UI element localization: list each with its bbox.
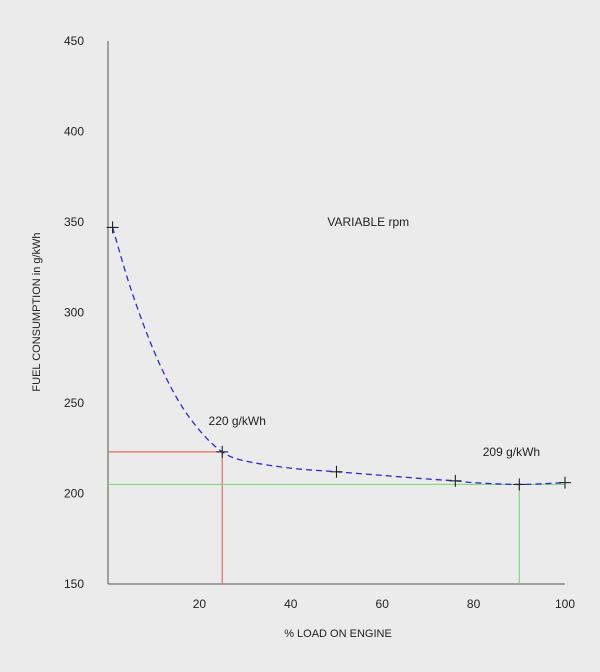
y-tick-label: 400: [64, 125, 84, 139]
x-tick-label: 60: [376, 597, 390, 611]
annotations: VARIABLE rpm 220 g/kWh 209 g/kWh: [209, 215, 541, 459]
data-point-marker: [513, 478, 526, 491]
data-point-marker: [216, 445, 229, 458]
x-tick-label: 100: [555, 597, 575, 611]
y-tick-label: 250: [64, 396, 84, 410]
annotation-label: 209 g/kWh: [483, 445, 540, 459]
x-tick-label: 80: [467, 597, 481, 611]
y-axis-title: FUEL CONSUMPTION in g/kWh: [31, 232, 43, 391]
series-curve-layer: [111, 227, 566, 486]
x-tick-labels: 20 40 60 80 100: [193, 597, 576, 611]
y-tick-labels: 150 200 250 300 350 400 450: [64, 34, 84, 591]
x-tick-label: 40: [284, 597, 298, 611]
y-tick-label: 300: [64, 306, 84, 320]
x-axis-title: % LOAD ON ENGINE: [284, 628, 392, 640]
series-markers: [106, 221, 571, 491]
x-tick-label: 20: [193, 597, 207, 611]
annotation-label: 220 g/kWh: [209, 414, 266, 428]
data-point-marker: [559, 476, 571, 489]
annotation-label: VARIABLE rpm: [327, 215, 409, 229]
data-point-marker: [106, 221, 119, 234]
y-tick-label: 350: [64, 215, 84, 229]
reference-lines: [108, 451, 565, 584]
series-line-variable-rpm: [111, 227, 566, 486]
data-point-marker: [449, 474, 462, 487]
y-tick-label: 200: [64, 487, 84, 501]
data-point-marker: [330, 465, 343, 478]
y-tick-label: 150: [64, 577, 84, 591]
y-tick-label: 450: [64, 34, 84, 48]
